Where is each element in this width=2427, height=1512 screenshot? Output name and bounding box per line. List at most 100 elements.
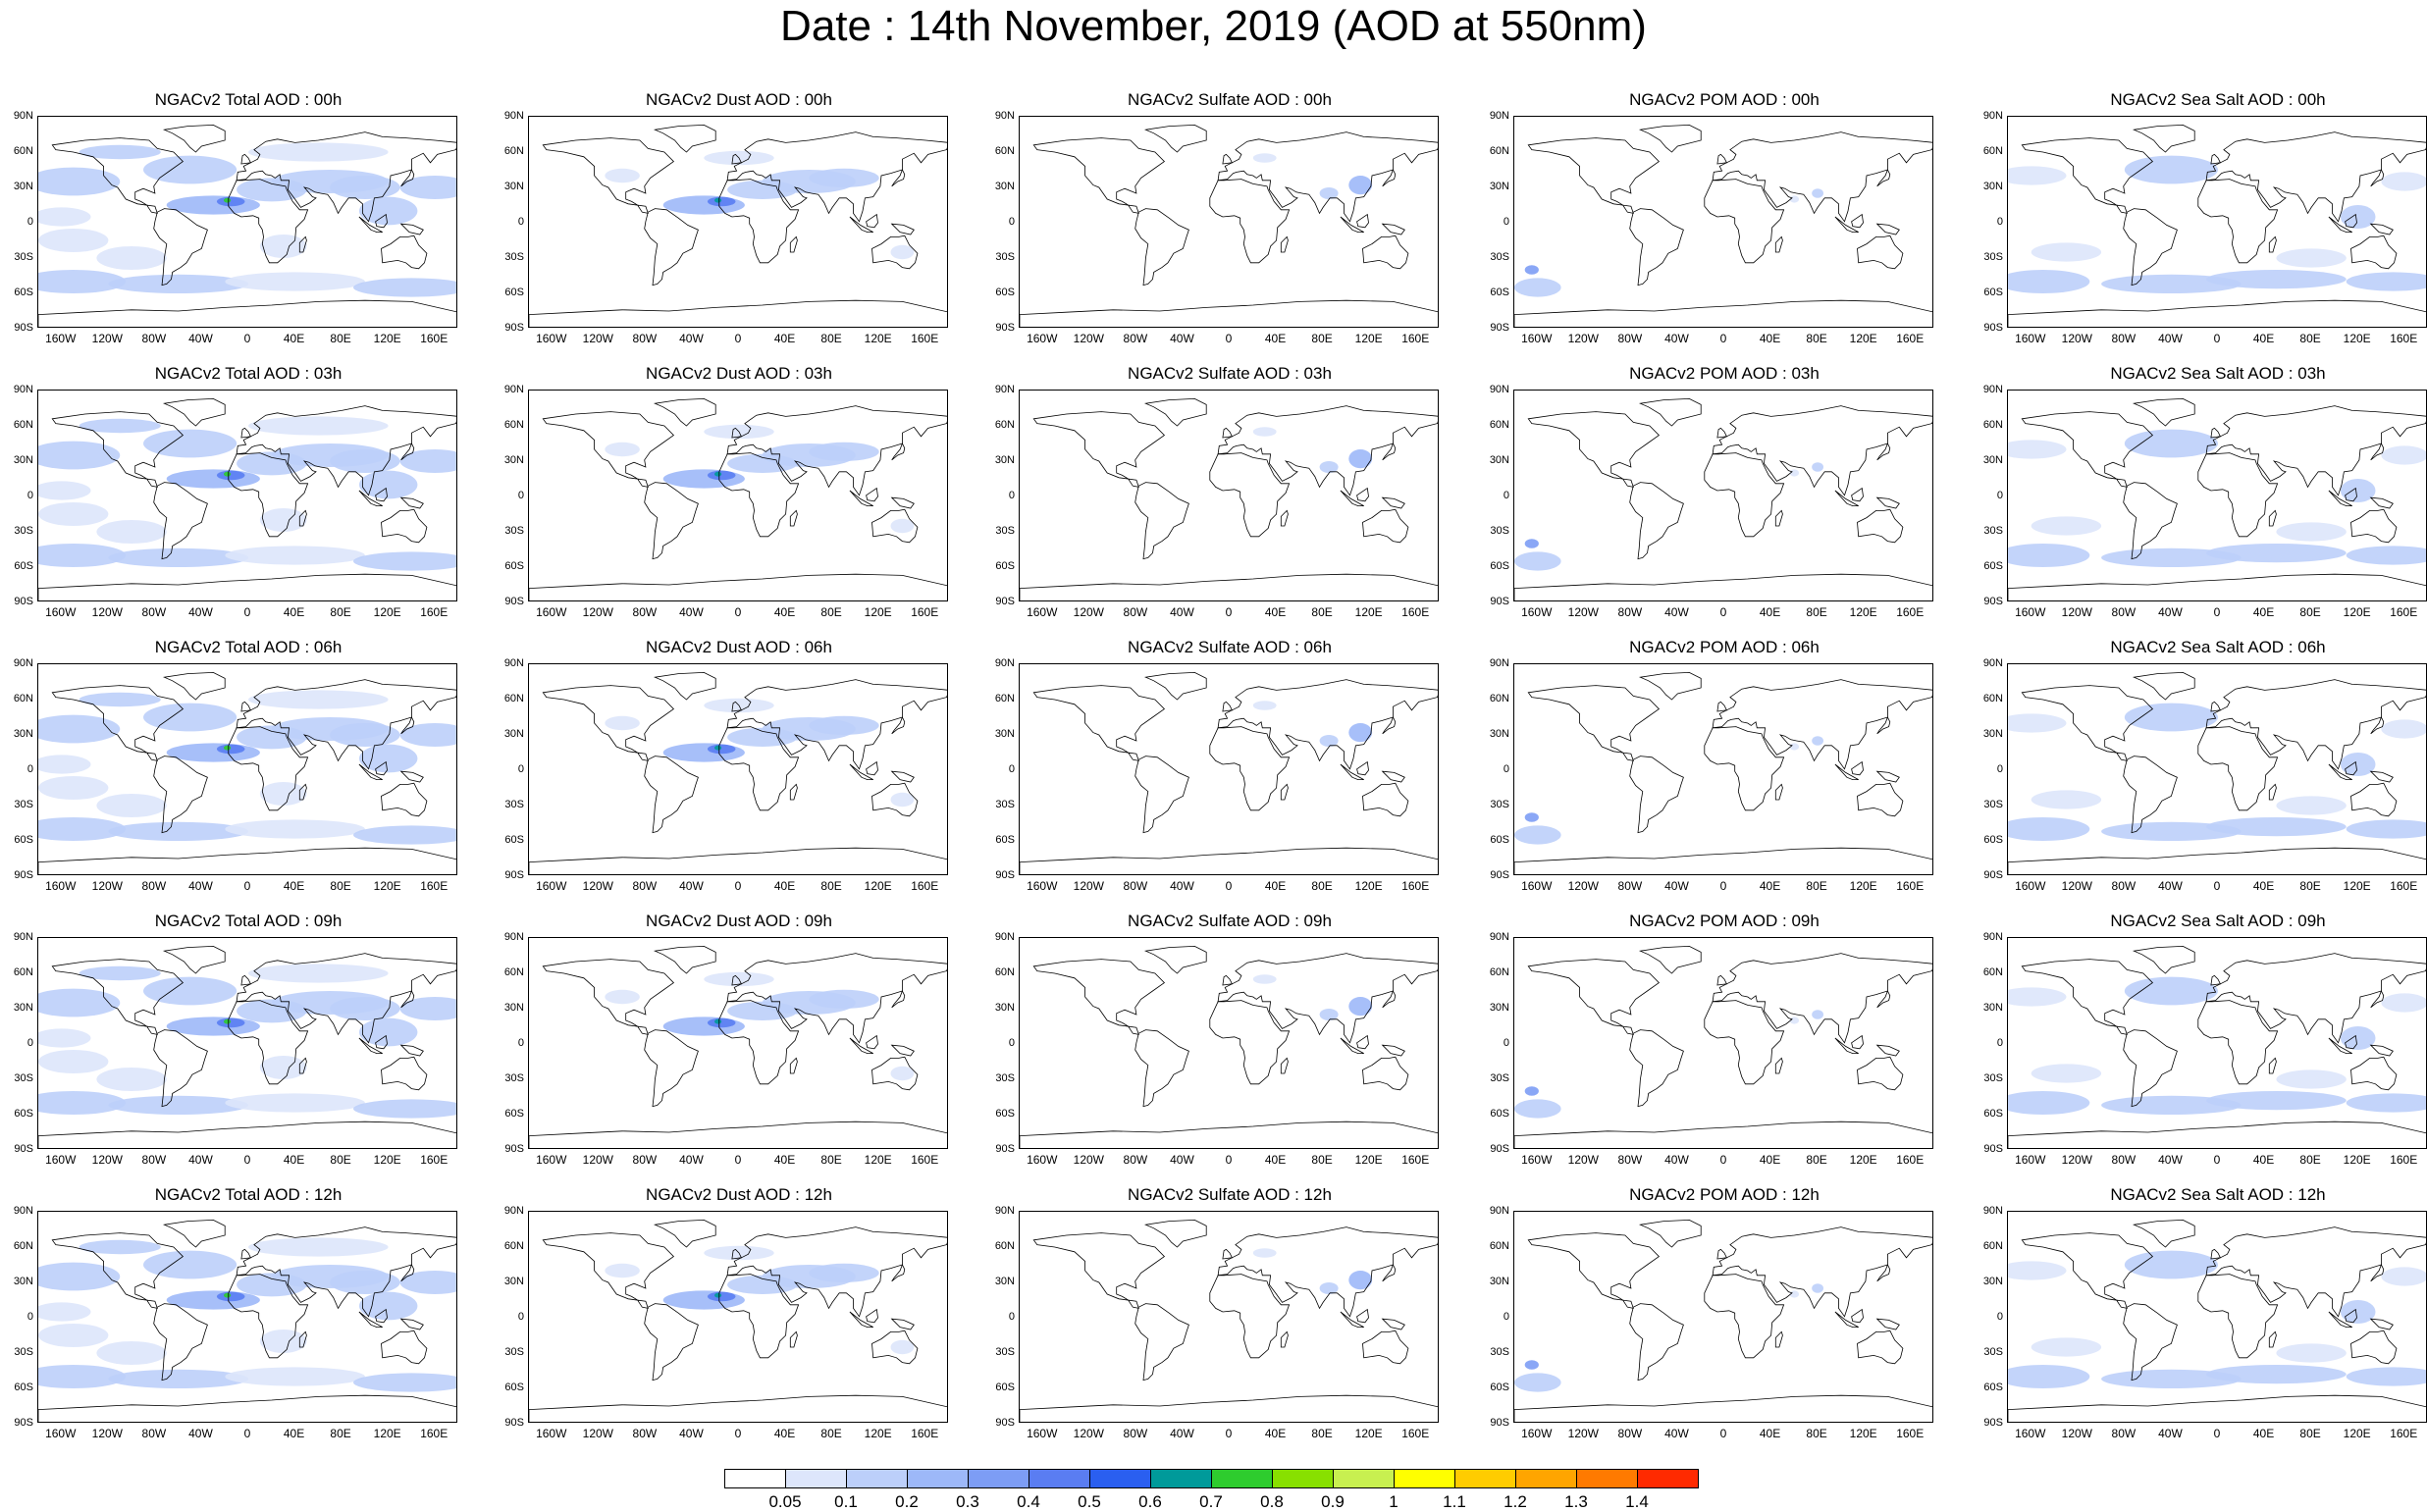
aod-region (1348, 449, 1373, 469)
lat-tick-label: 30N (13, 1276, 33, 1287)
map-panel-sulfate-3: NGACv2 Sulfate AOD : 09h 90N 60N 30N 0 30S 60S… (981, 821, 1443, 1167)
land-outline (298, 235, 307, 253)
land-outline (2328, 490, 2352, 506)
aod-region (2101, 274, 2242, 293)
lon-tick-label: 80W (141, 1427, 167, 1440)
lon-tick-label: 40E (773, 605, 796, 619)
aod-region (38, 1028, 91, 1048)
colorbar-swatch (1576, 1469, 1638, 1488)
lon-tick-label: 120E (1849, 605, 1877, 619)
aod-region (353, 1099, 456, 1119)
lon-tick-label: 0 (2213, 332, 2221, 345)
aod-region (38, 441, 121, 470)
panel-title: NGACv2 Sulfate AOD : 00h (1128, 90, 1332, 109)
lon-tick-label: 40W (679, 332, 704, 345)
lat-tick-label: 30N (503, 1276, 524, 1287)
colorbar-swatch (1211, 1469, 1273, 1488)
land-outline (1356, 1034, 1369, 1050)
land-outline (2350, 782, 2398, 817)
aod-region (2101, 821, 2242, 841)
map-panel-dust-0: NGACv2 Dust AOD : 00h 90N 60N 30N 0 30S 60S 90S… (491, 0, 952, 345)
land-outline (162, 945, 226, 974)
lon-tick-label: 120E (2343, 605, 2371, 619)
figure-title: Date : 14th November, 2019 (AOD at 550nm… (780, 2, 1647, 50)
aod-shading (605, 1245, 915, 1355)
lat-tick-label: 0 (1996, 216, 2003, 228)
lon-tick-label: 80W (1123, 605, 1148, 619)
land-outline (1381, 1044, 1405, 1057)
lon-tick-label: 40W (679, 1427, 704, 1440)
aod-region (2346, 1367, 2426, 1386)
coastlines (2008, 124, 2426, 327)
lat-tick-label: 0 (1996, 1311, 2003, 1323)
lon-tick-label: 120W (2061, 605, 2092, 619)
lat-tick-label: 60S (995, 1108, 1015, 1120)
land-outline (2008, 847, 2426, 874)
aod-region (108, 547, 248, 567)
land-outline (726, 679, 947, 770)
lon-tick-label: 80E (2299, 879, 2321, 893)
panel-title: NGACv2 Dust AOD : 06h (646, 638, 832, 656)
aod-region (1789, 195, 1800, 203)
land-outline (1875, 1318, 1900, 1330)
world-map (528, 116, 948, 328)
aod-region (2340, 1026, 2376, 1050)
aod-region (2124, 703, 2218, 732)
aod-region (1514, 278, 1561, 297)
lon-tick-label: 80W (2111, 1427, 2137, 1440)
lon-tick-label: 40W (2158, 1427, 2183, 1440)
land-outline (1514, 299, 1932, 327)
lon-tick-label: 80E (820, 879, 842, 893)
lat-tick-label: 90N (13, 384, 33, 395)
aod-region (38, 1050, 109, 1073)
world-map (37, 663, 457, 875)
lat-tick-label: 90N (994, 657, 1015, 669)
lat-tick-label: 60N (13, 1240, 33, 1252)
aod-region (38, 207, 91, 227)
land-outline (2350, 508, 2398, 544)
world-map (2007, 116, 2427, 328)
land-outline (1362, 782, 1409, 817)
land-outline (890, 1318, 915, 1330)
aod-region (1789, 1017, 1800, 1024)
lon-tick-label: 160E (911, 332, 939, 345)
coastlines (38, 671, 456, 874)
map-panel-pom-0: NGACv2 POM AOD : 00h 90N 60N 30N 0 30S 60S 90S 1… (1476, 0, 1937, 345)
aod-region (1812, 736, 1823, 746)
lon-tick-label: 40W (188, 1153, 213, 1167)
land-outline (653, 945, 716, 974)
aod-shading (605, 971, 915, 1081)
land-outline (1217, 405, 1438, 496)
map-panel-total-2: NGACv2 Total AOD : 06h 90N 60N 30N 0 30S 60S 90… (0, 547, 461, 893)
aod-region (1812, 462, 1823, 472)
land-outline (718, 1274, 800, 1359)
land-outline (644, 208, 699, 287)
aod-region (2101, 547, 2242, 567)
aod-region (2206, 270, 2347, 289)
lon-tick-label: 120E (864, 1427, 892, 1440)
lon-tick-label: 120E (373, 605, 401, 619)
land-outline (1134, 756, 1189, 834)
land-outline (1340, 216, 1364, 233)
land-outline (1875, 1044, 1900, 1057)
land-outline (2021, 411, 2154, 488)
aod-region (224, 1018, 232, 1024)
lon-tick-label: 160W (45, 605, 77, 619)
map-svg (2008, 124, 2426, 327)
land-outline (1638, 945, 1702, 974)
aod-region (108, 274, 248, 293)
lat-tick-label: 60N (13, 145, 33, 157)
aod-region (809, 989, 879, 1009)
lat-tick-label: 90S (504, 596, 524, 607)
lon-tick-label: 40E (1759, 879, 1781, 893)
land-outline (240, 1248, 252, 1260)
lat-tick-label: 60S (14, 1382, 33, 1393)
land-outline (1217, 131, 1438, 223)
aod-region (1514, 1099, 1561, 1119)
aod-shading (38, 142, 456, 297)
panel-title: NGACv2 Sea Salt AOD : 06h (2110, 638, 2326, 656)
lat-tick-label: 60N (994, 1240, 1015, 1252)
lat-tick-label: 60S (1983, 560, 2003, 572)
land-outline (653, 1219, 716, 1248)
lat-tick-label: 30N (1982, 1276, 2003, 1287)
